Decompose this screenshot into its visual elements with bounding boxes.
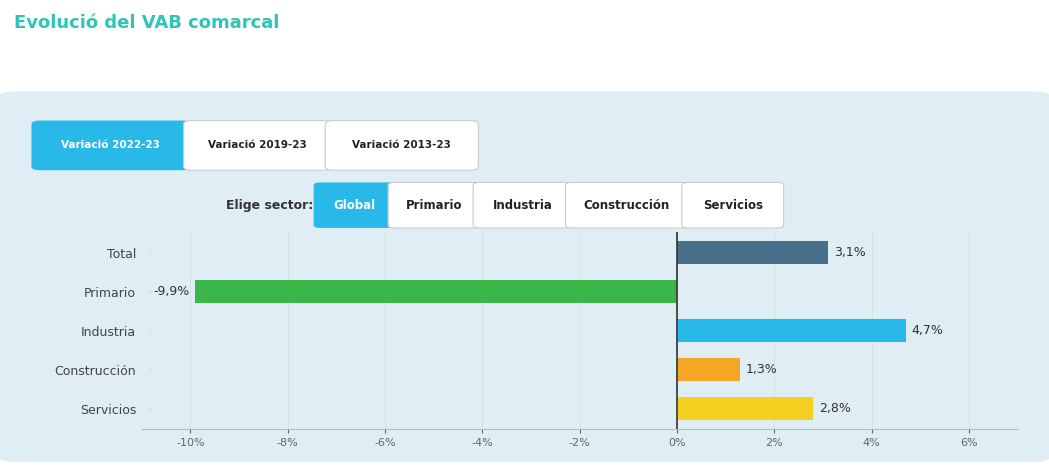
FancyBboxPatch shape [565, 182, 688, 228]
Text: Variació 2013-23: Variació 2013-23 [352, 140, 451, 151]
FancyBboxPatch shape [31, 121, 190, 170]
Bar [677, 358, 741, 381]
Text: Evolució del VAB comarcal: Evolució del VAB comarcal [14, 14, 279, 32]
FancyBboxPatch shape [388, 182, 479, 228]
Text: 3,1%: 3,1% [834, 246, 865, 259]
FancyBboxPatch shape [314, 182, 394, 228]
Text: Servicios: Servicios [703, 199, 763, 212]
FancyBboxPatch shape [325, 121, 478, 170]
Text: 1,3%: 1,3% [746, 363, 777, 376]
Text: 4,7%: 4,7% [912, 324, 943, 337]
Text: Elige sector:: Elige sector: [227, 199, 314, 212]
Text: -9,9%: -9,9% [153, 285, 189, 298]
Text: Variació 2019-23: Variació 2019-23 [208, 140, 307, 151]
FancyBboxPatch shape [473, 182, 572, 228]
FancyBboxPatch shape [682, 182, 784, 228]
FancyBboxPatch shape [184, 121, 331, 170]
Text: Variació 2022-23: Variació 2022-23 [61, 140, 160, 151]
Text: Primario: Primario [406, 199, 462, 212]
Bar [195, 280, 677, 303]
Text: Construcción: Construcción [583, 199, 670, 212]
Text: Industria: Industria [492, 199, 553, 212]
FancyBboxPatch shape [0, 91, 1049, 462]
Bar [677, 319, 905, 342]
Bar [677, 241, 828, 265]
Text: 2,8%: 2,8% [819, 402, 851, 415]
Text: Global: Global [333, 199, 376, 212]
Bar [677, 397, 813, 420]
